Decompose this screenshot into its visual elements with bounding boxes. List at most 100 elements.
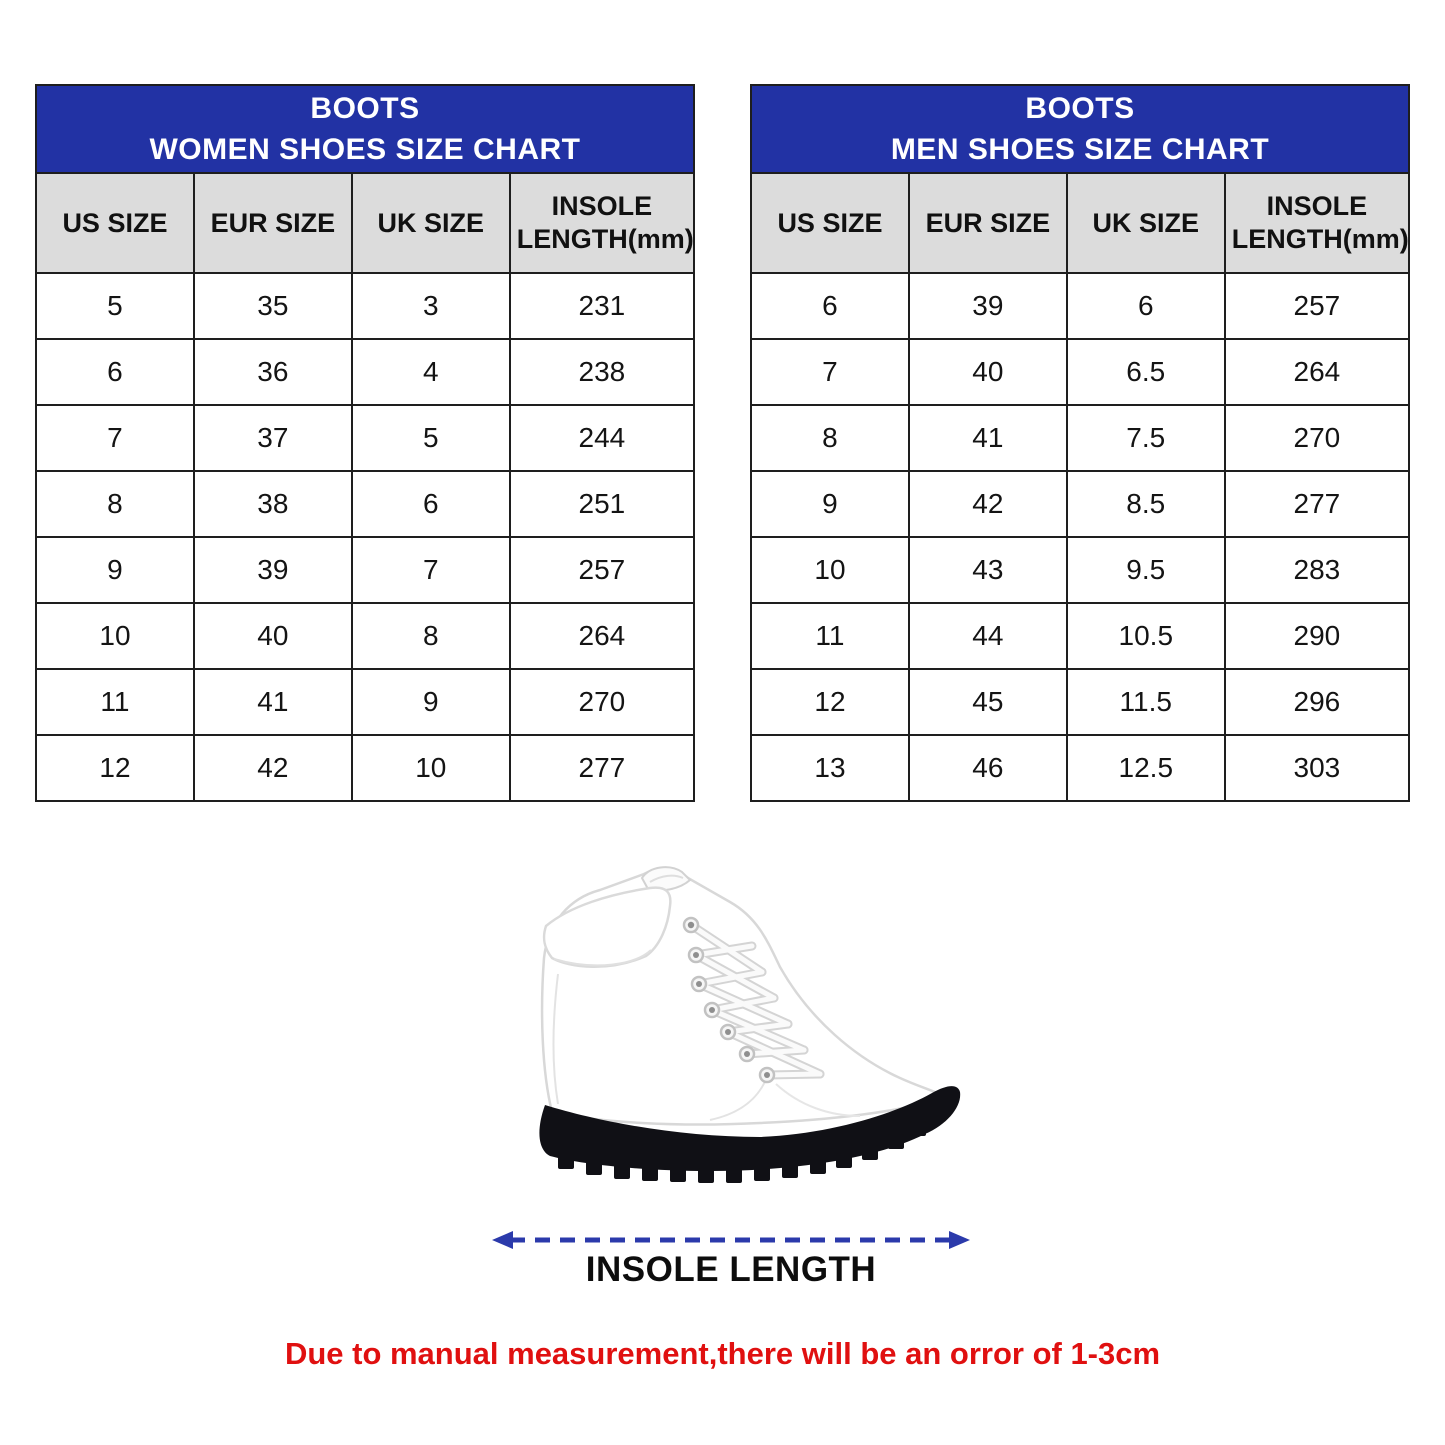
- men-title-line1: BOOTS: [1025, 92, 1135, 125]
- table-row: 7 40 6.5 264: [750, 338, 1411, 406]
- size-cell: 10: [350, 734, 511, 802]
- size-cell: 296: [1223, 668, 1411, 736]
- size-cell: 10: [750, 536, 910, 604]
- size-cell: 11: [750, 602, 910, 670]
- men-size-table: BOOTS MEN SHOES SIZE CHART US SIZE EUR S…: [750, 84, 1411, 802]
- men-col-eur-size: EUR SIZE: [907, 172, 1068, 274]
- table-row: 5 35 3 231: [35, 272, 696, 340]
- size-cell: 270: [1223, 404, 1411, 472]
- men-col-insole-length: INSOLE LENGTH(mm): [1223, 172, 1411, 274]
- size-cell: 9: [35, 536, 195, 604]
- size-cell: 7: [350, 536, 511, 604]
- boot-sole: [539, 1086, 961, 1171]
- size-cell: 264: [1223, 338, 1411, 406]
- size-cell: 277: [508, 734, 696, 802]
- table-row: 7 37 5 244: [35, 404, 696, 472]
- table-row: 6 39 6 257: [750, 272, 1411, 340]
- size-cell: 41: [907, 404, 1068, 472]
- size-cell: 257: [508, 536, 696, 604]
- size-cell: 270: [508, 668, 696, 736]
- boot-back-seam: [552, 973, 559, 1105]
- size-cell: 37: [192, 404, 353, 472]
- size-cell: 6: [1065, 272, 1226, 340]
- size-cell: 257: [1223, 272, 1411, 340]
- women-col-uk-size: UK SIZE: [350, 172, 511, 274]
- women-col-us-size: US SIZE: [35, 172, 195, 274]
- table-row: 11 41 9 270: [35, 668, 696, 736]
- men-col-us-size: US SIZE: [750, 172, 910, 274]
- size-cell: 42: [192, 734, 353, 802]
- size-cell: 42: [907, 470, 1068, 538]
- table-row: 11 44 10.5 290: [750, 602, 1411, 670]
- size-cell: 7.5: [1065, 404, 1226, 472]
- size-cell: 4: [350, 338, 511, 406]
- size-cell: 11.5: [1065, 668, 1226, 736]
- size-cell: 6.5: [1065, 338, 1226, 406]
- size-cell: 6: [350, 470, 511, 538]
- size-cell: 6: [750, 272, 910, 340]
- size-cell: 5: [350, 404, 511, 472]
- size-cell: 10: [35, 602, 195, 670]
- size-cell: 264: [508, 602, 696, 670]
- table-row: 12 42 10 277: [35, 734, 696, 802]
- size-cell: 12: [750, 668, 910, 736]
- table-row: 10 40 8 264: [35, 602, 696, 670]
- size-cell: 45: [907, 668, 1068, 736]
- table-row: 13 46 12.5 303: [750, 734, 1411, 802]
- men-table-title: BOOTS MEN SHOES SIZE CHART: [750, 84, 1410, 174]
- women-title-line1: BOOTS: [310, 92, 420, 125]
- women-col-eur-size: EUR SIZE: [192, 172, 353, 274]
- size-cell: 9: [750, 470, 910, 538]
- size-cell: 238: [508, 338, 696, 406]
- boot-quarter-seam: [709, 1076, 768, 1121]
- size-cell: 5: [35, 272, 195, 340]
- boot-illustration: [539, 866, 961, 1183]
- insole-length-arrow: [492, 1226, 970, 1254]
- table-row: 6 36 4 238: [35, 338, 696, 406]
- size-cell: 251: [508, 470, 696, 538]
- size-cell: 244: [508, 404, 696, 472]
- size-cell: 231: [508, 272, 696, 340]
- size-cell: 9: [350, 668, 511, 736]
- size-cell: 3: [350, 272, 511, 340]
- measurement-disclaimer: Due to manual measurement,there will be …: [284, 1336, 1161, 1371]
- size-cell: 7: [35, 404, 195, 472]
- women-title-line2: WOMEN SHOES SIZE CHART: [149, 133, 581, 166]
- size-cell: 39: [907, 272, 1068, 340]
- size-cell: 36: [192, 338, 353, 406]
- size-cell: 10.5: [1065, 602, 1226, 670]
- size-cell: 40: [907, 338, 1068, 406]
- boot-collar: [542, 886, 672, 968]
- boot-sole-lugs: [558, 1121, 926, 1183]
- size-cell: 290: [1223, 602, 1411, 670]
- table-row: 9 42 8.5 277: [750, 470, 1411, 538]
- table-row: 12 45 11.5 296: [750, 668, 1411, 736]
- men-title-line2: MEN SHOES SIZE CHART: [890, 133, 1270, 166]
- table-row: 8 38 6 251: [35, 470, 696, 538]
- boot-vamp-seam: [775, 1083, 861, 1117]
- size-cell: 13: [750, 734, 910, 802]
- size-cell: 12: [35, 734, 195, 802]
- size-cell: 277: [1223, 470, 1411, 538]
- size-cell: 38: [192, 470, 353, 538]
- size-cell: 303: [1223, 734, 1411, 802]
- insole-length-label: INSOLE LENGTH: [585, 1250, 877, 1289]
- size-cell: 8: [35, 470, 195, 538]
- men-table-body: 6 39 6 257 7 40 6.5 264 8 41 7.5 270 9 42 8.5 277 10 43 9.…: [750, 272, 1411, 802]
- size-cell: 283: [1223, 536, 1411, 604]
- size-cell: 44: [907, 602, 1068, 670]
- women-size-table: BOOTS WOMEN SHOES SIZE CHART US SIZE EUR…: [35, 84, 696, 802]
- size-cell: 8.5: [1065, 470, 1226, 538]
- boot-photo: [500, 862, 970, 1207]
- table-row: 8 41 7.5 270: [750, 404, 1411, 472]
- women-table-body: 5 35 3 231 6 36 4 238 7 37 5 244 8 38 6 251 9 39 7 257 10 40 8…: [35, 272, 696, 802]
- size-cell: 11: [35, 668, 195, 736]
- men-col-uk-size: UK SIZE: [1065, 172, 1226, 274]
- double-arrow-icon: [492, 1231, 970, 1249]
- size-cell: 35: [192, 272, 353, 340]
- table-row: 10 43 9.5 283: [750, 536, 1411, 604]
- women-table-title: BOOTS WOMEN SHOES SIZE CHART: [35, 84, 695, 174]
- size-cell: 7: [750, 338, 910, 406]
- size-cell: 8: [350, 602, 511, 670]
